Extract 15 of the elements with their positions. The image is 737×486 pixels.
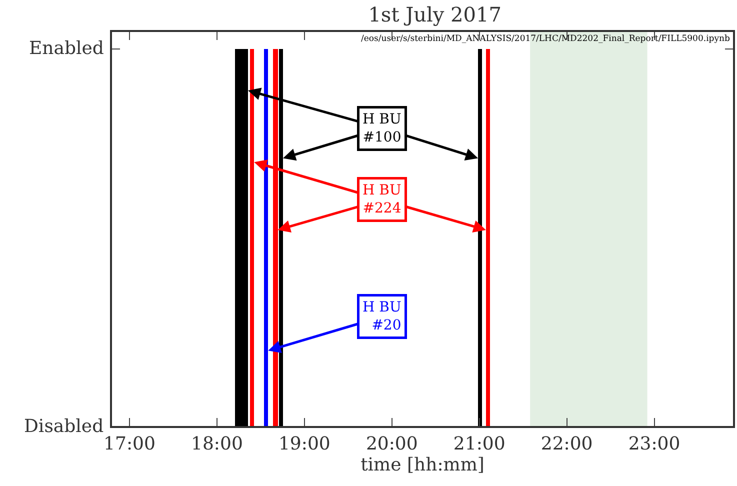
x-tick-label: 19:00	[278, 434, 330, 455]
x-tick-label: 20:00	[366, 434, 418, 455]
text: /eos/user/s/sterbini/MD_ANALYSIS/2017/LHC/MD2202_Final_Report/FILL5900.ipynb	[361, 34, 730, 44]
x-tick-label: 17:00	[104, 434, 156, 455]
text: Disabled	[24, 416, 104, 437]
x-tick-label: 22:00	[540, 434, 593, 455]
text: H BU #100	[362, 112, 402, 146]
text: H BU #20	[362, 300, 402, 334]
x-tick-label: 18:00	[191, 434, 243, 455]
chart-title: 1st July 2017	[368, 2, 502, 26]
x-axis-title: time [hh:mm]	[360, 454, 484, 476]
x-tick-label: 23:00	[628, 434, 680, 455]
text: H BU #224	[362, 182, 402, 217]
text: Enabled	[29, 38, 104, 59]
x-tick-label: 21:00	[453, 434, 506, 455]
